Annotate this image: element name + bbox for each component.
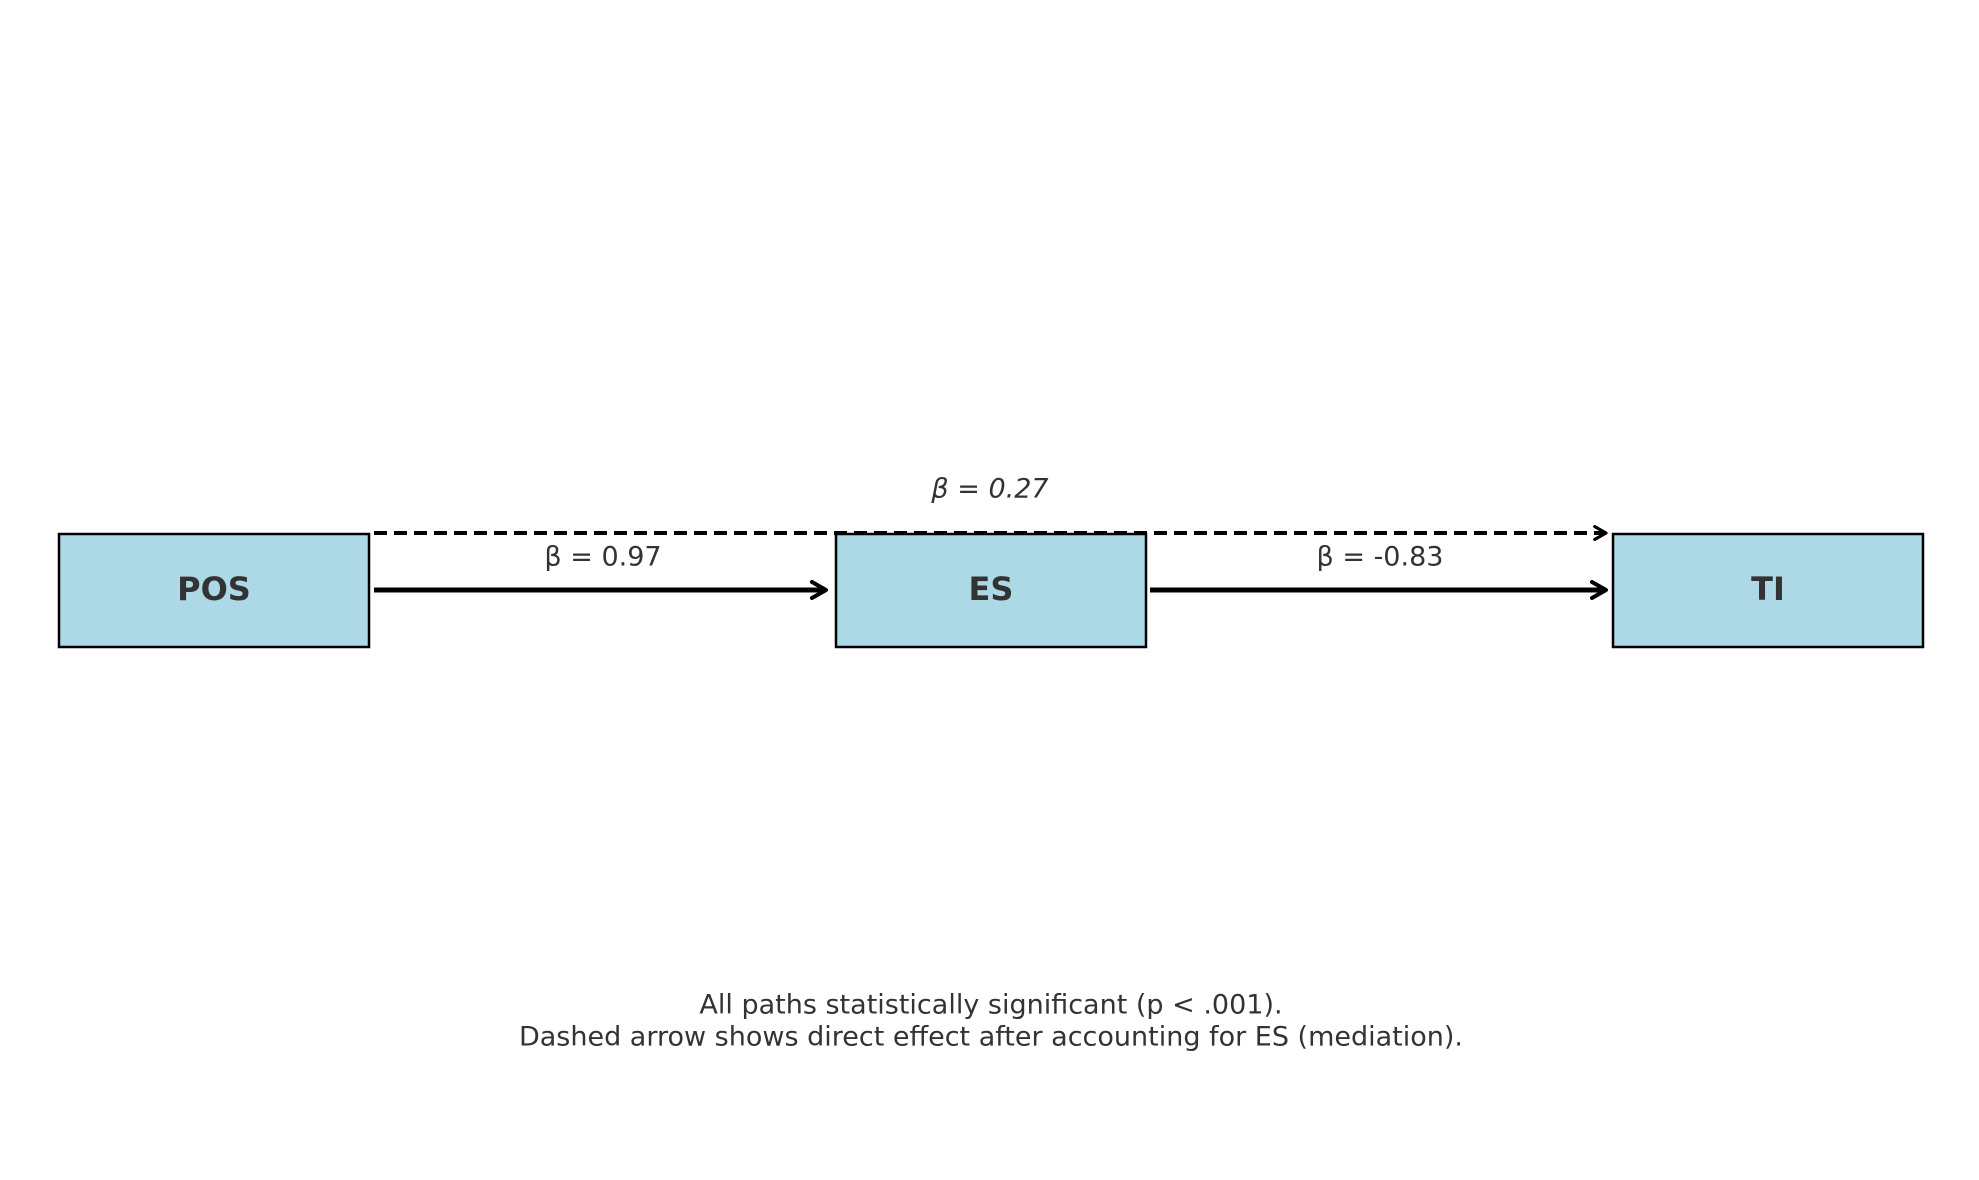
path-es-ti: β = -0.83 — [1150, 542, 1608, 600]
node-pos-label: POS — [177, 570, 251, 608]
direct-path-label: β = 0.27 — [930, 474, 1048, 505]
node-pos: POS — [57, 532, 371, 649]
node-ti-label: TI — [1751, 570, 1785, 608]
path-es-ti-label: β = -0.83 — [1317, 542, 1444, 573]
footnote-line-1: All paths statistically significant (p <… — [699, 990, 1282, 1021]
path-pos-es: β = 0.97 — [374, 542, 828, 600]
node-pos-box — [57, 532, 371, 649]
direct-path-pos-ti: β = 0.27 — [374, 474, 1608, 541]
node-ti: TI — [1611, 532, 1925, 649]
node-ti-box — [1611, 532, 1925, 649]
node-es: ES — [834, 532, 1148, 649]
footnote: All paths statistically significant (p <… — [519, 990, 1463, 1053]
node-es-box — [834, 532, 1148, 649]
node-es-label: ES — [969, 570, 1014, 608]
footnote-line-2: Dashed arrow shows direct effect after a… — [519, 1022, 1463, 1053]
path-pos-es-label: β = 0.97 — [544, 542, 661, 573]
